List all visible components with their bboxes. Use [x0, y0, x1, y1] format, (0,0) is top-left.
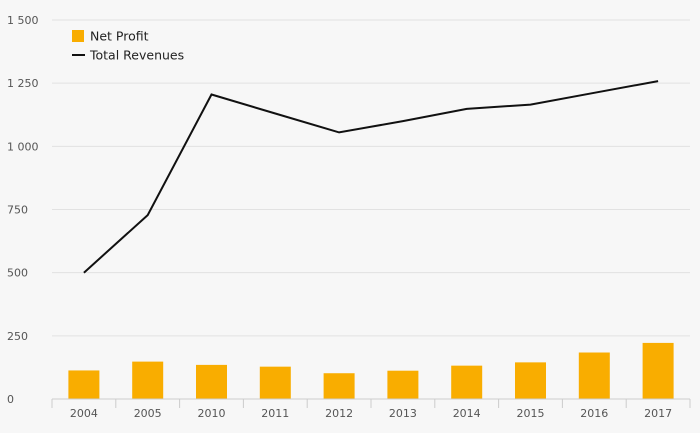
net-profit-bar-2016[interactable] — [578, 352, 610, 399]
y-tick-label: 1 250 — [7, 77, 39, 90]
legend-item-net-profit[interactable]: Net Profit — [72, 29, 149, 44]
y-tick-label: 0 — [7, 393, 14, 406]
x-tick-label: 2010 — [198, 407, 226, 420]
net-profit-bars — [68, 342, 674, 399]
x-tick-label: 2016 — [580, 407, 608, 420]
x-axis: 2004 2005 2010 2011 2012 2013 2014 2015 2016 2017 — [51, 398, 691, 420]
x-tick-label: 2014 — [453, 407, 481, 420]
net-profit-bar-2015[interactable] — [515, 362, 546, 399]
x-tick-label: 2015 — [517, 407, 545, 420]
net-profit-bar-2010[interactable] — [196, 364, 227, 399]
x-tick-label: 2013 — [389, 407, 417, 420]
y-tick-label: 1 000 — [7, 140, 39, 153]
legend-swatch-net-profit — [72, 30, 84, 42]
x-tick-label: 2005 — [134, 407, 162, 420]
total-revenues-line[interactable] — [83, 80, 659, 274]
x-tick-label: 2017 — [644, 407, 672, 420]
legend-item-total-revenues[interactable]: Total Revenues — [72, 48, 184, 63]
x-tick-label: 2004 — [70, 407, 98, 420]
net-profit-bar-2012[interactable] — [323, 373, 355, 399]
net-profit-bar-2017[interactable] — [642, 342, 674, 399]
gridlines — [52, 19, 690, 337]
net-profit-bar-2014[interactable] — [451, 365, 483, 399]
y-tick-label: 1 500 — [7, 14, 39, 27]
net-profit-bar-2011[interactable] — [259, 366, 291, 399]
legend[interactable]: Net Profit Total Revenues — [72, 29, 184, 63]
y-axis-tick-labels: 0 250 500 750 1 000 1 250 1 500 — [7, 14, 39, 406]
net-profit-bar-2013[interactable] — [387, 370, 419, 399]
y-tick-label: 250 — [7, 330, 28, 343]
x-tick-label: 2011 — [261, 407, 289, 420]
x-tick-label: 2012 — [325, 407, 353, 420]
legend-label-total-revenues: Total Revenues — [89, 48, 184, 63]
total-revenues-line-group — [83, 80, 659, 274]
legend-label-net-profit: Net Profit — [90, 29, 149, 44]
net-profit-bar-2005[interactable] — [132, 361, 164, 399]
y-tick-label: 750 — [7, 204, 28, 217]
y-tick-label: 500 — [7, 267, 28, 280]
net-profit-bar-2004[interactable] — [68, 370, 100, 399]
